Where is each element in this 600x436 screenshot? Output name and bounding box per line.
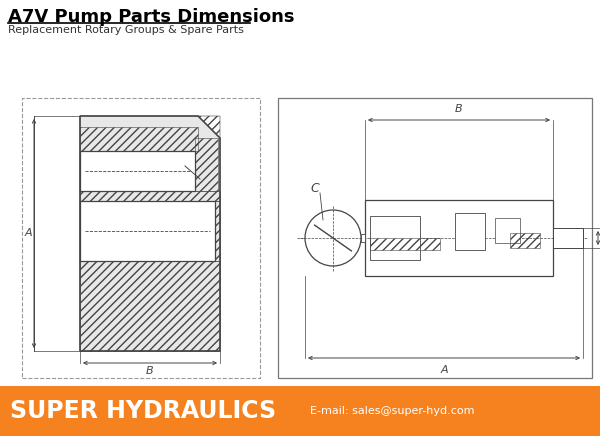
- Bar: [80, 151, 195, 191]
- Text: A: A: [24, 228, 32, 238]
- Text: D: D: [80, 226, 88, 236]
- Bar: [370, 216, 420, 260]
- Text: B: B: [455, 104, 463, 114]
- Text: C: C: [80, 166, 88, 176]
- Text: Replacement Rotary Groups & Spare Parts: Replacement Rotary Groups & Spare Parts: [8, 25, 244, 35]
- Bar: [455, 213, 485, 250]
- Bar: [361, 234, 365, 242]
- Bar: [495, 218, 520, 243]
- Text: SUPER HYDRAULICS: SUPER HYDRAULICS: [10, 399, 276, 423]
- Bar: [553, 228, 583, 248]
- Text: E-mail: sales@super-hyd.com: E-mail: sales@super-hyd.com: [310, 406, 475, 416]
- Bar: [80, 201, 215, 261]
- Bar: [365, 200, 553, 276]
- Bar: [510, 233, 540, 248]
- Bar: [80, 127, 198, 151]
- Circle shape: [305, 210, 361, 266]
- Text: A7V Pump Parts Dimensions: A7V Pump Parts Dimensions: [8, 8, 295, 26]
- Bar: [195, 138, 218, 191]
- Bar: [370, 238, 440, 250]
- Bar: [80, 261, 220, 351]
- Text: A: A: [440, 365, 448, 375]
- Polygon shape: [80, 116, 220, 351]
- Text: C: C: [311, 181, 319, 194]
- Bar: [0, 386, 600, 436]
- Bar: [215, 201, 220, 261]
- Bar: [278, 98, 592, 378]
- Bar: [80, 191, 220, 201]
- Bar: [22, 98, 260, 378]
- Text: B: B: [146, 366, 154, 376]
